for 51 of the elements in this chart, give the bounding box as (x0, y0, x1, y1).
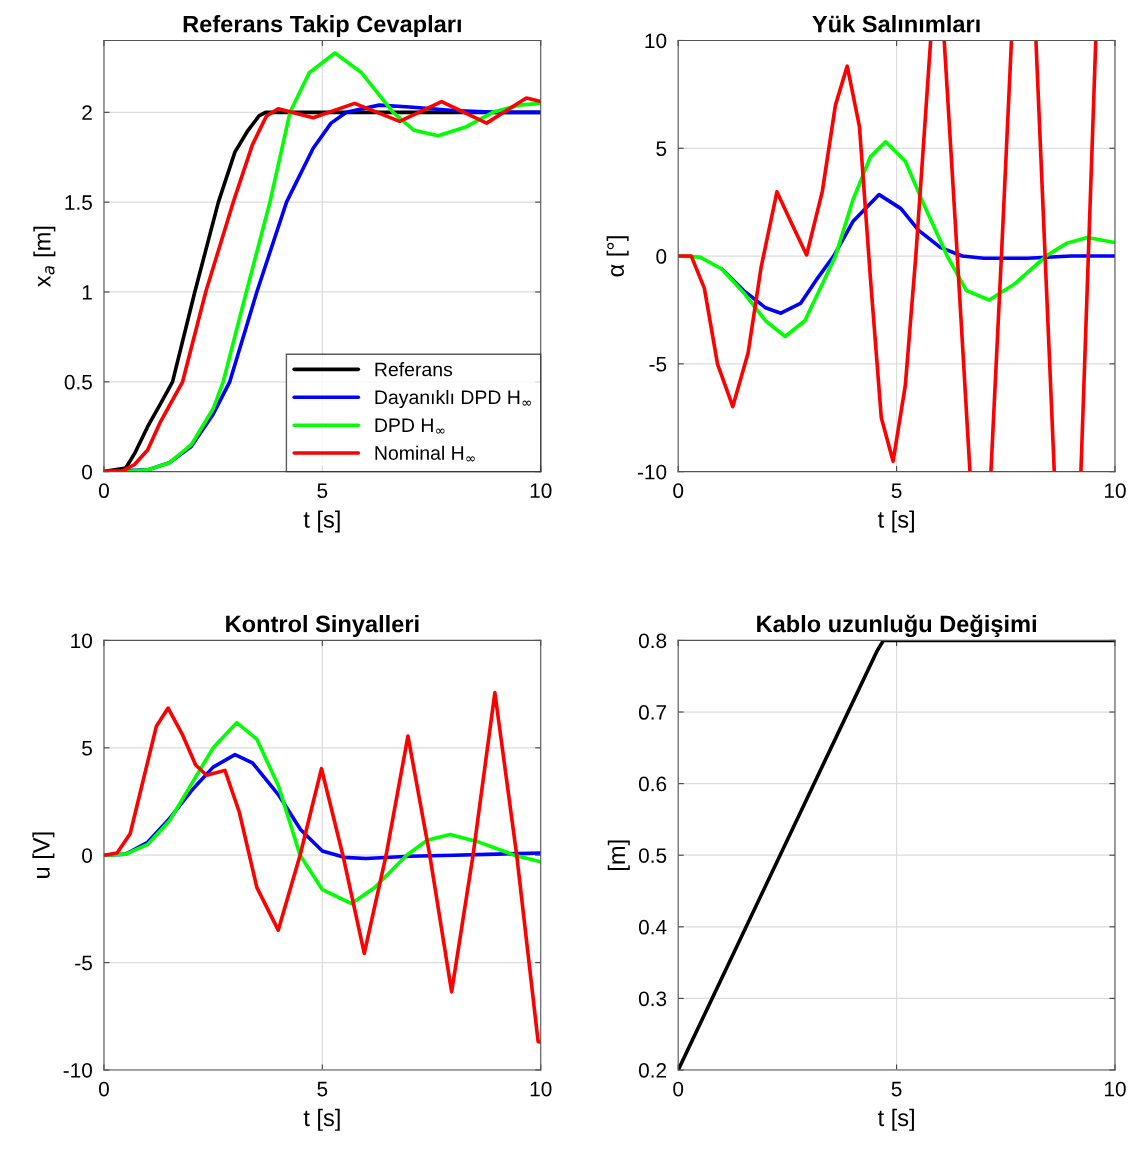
chart-title: Kontrol Sinyalleri (226, 614, 419, 637)
x-axis-title: t [s] (303, 1108, 340, 1131)
y-tick-label: 0 (82, 464, 93, 480)
x-tick-label: 5 (317, 483, 328, 499)
y-tick-label: 0.4 (638, 919, 667, 935)
y-tick-label: 0.5 (638, 848, 667, 863)
y-axis-title: u [V] (32, 832, 55, 878)
y-axis-title: [m] (607, 840, 630, 870)
y-tick-label: 10 (645, 33, 667, 49)
y-tick-label: -10 (63, 1062, 93, 1078)
line-series (103, 690, 541, 1044)
x-axis-title: t [s] (877, 1108, 914, 1131)
y-tick-label: 10 (71, 633, 93, 649)
y-axis-title: x$_{a}$ [m] (33, 226, 56, 287)
y-tick-label: 1.5 (65, 195, 92, 210)
legend-label: Dayanıklı DPD H$_{∞}$ (375, 389, 531, 409)
y-tick-label: 0 (656, 249, 667, 264)
legend-label: Nominal H$_{∞}$ (375, 445, 475, 462)
legend-label: Referans (375, 362, 453, 377)
x-axis-title: t [s] (303, 510, 340, 533)
legend-label: DPD H$_{∞}$ (375, 418, 445, 434)
y-tick-label: 0.6 (638, 776, 667, 792)
y-tick-label: 2 (82, 105, 92, 120)
x-tick-label: 10 (530, 483, 552, 499)
x-tick-label: 5 (317, 1081, 328, 1097)
y-tick-label: 5 (656, 141, 667, 157)
y-axis-title: α [°] (606, 236, 629, 277)
x-tick-label: 10 (1104, 483, 1126, 499)
y-tick-label: -5 (649, 357, 667, 372)
x-tick-label: 5 (891, 483, 902, 499)
y-tick-label: -10 (637, 464, 667, 480)
x-tick-label: 0 (673, 483, 684, 499)
y-tick-label: 0.3 (638, 991, 667, 1007)
x-tick-label: 0 (673, 1081, 684, 1097)
x-tick-label: 0 (98, 483, 109, 499)
y-tick-label: 0.8 (638, 633, 667, 649)
x-tick-label: 5 (891, 1081, 902, 1097)
chart-title: Yük Salınımları (812, 15, 980, 33)
chart-title: Kablo uzunluğu Değişimi (757, 614, 1036, 638)
y-tick-label: 1 (82, 285, 92, 300)
y-tick-label: 0.7 (638, 705, 667, 720)
y-tick-label: 0.2 (638, 1062, 667, 1078)
y-tick-label: 0 (82, 848, 93, 863)
x-axis-title: t [s] (877, 510, 914, 533)
x-tick-label: 10 (530, 1081, 552, 1097)
y-tick-label: 5 (82, 741, 92, 756)
y-tick-label: -5 (75, 955, 92, 971)
x-tick-label: 10 (1104, 1081, 1126, 1097)
chart-title: Referans Takip Cevapları (183, 15, 461, 38)
x-tick-label: 0 (98, 1081, 109, 1097)
y-tick-label: 0.5 (64, 374, 92, 390)
